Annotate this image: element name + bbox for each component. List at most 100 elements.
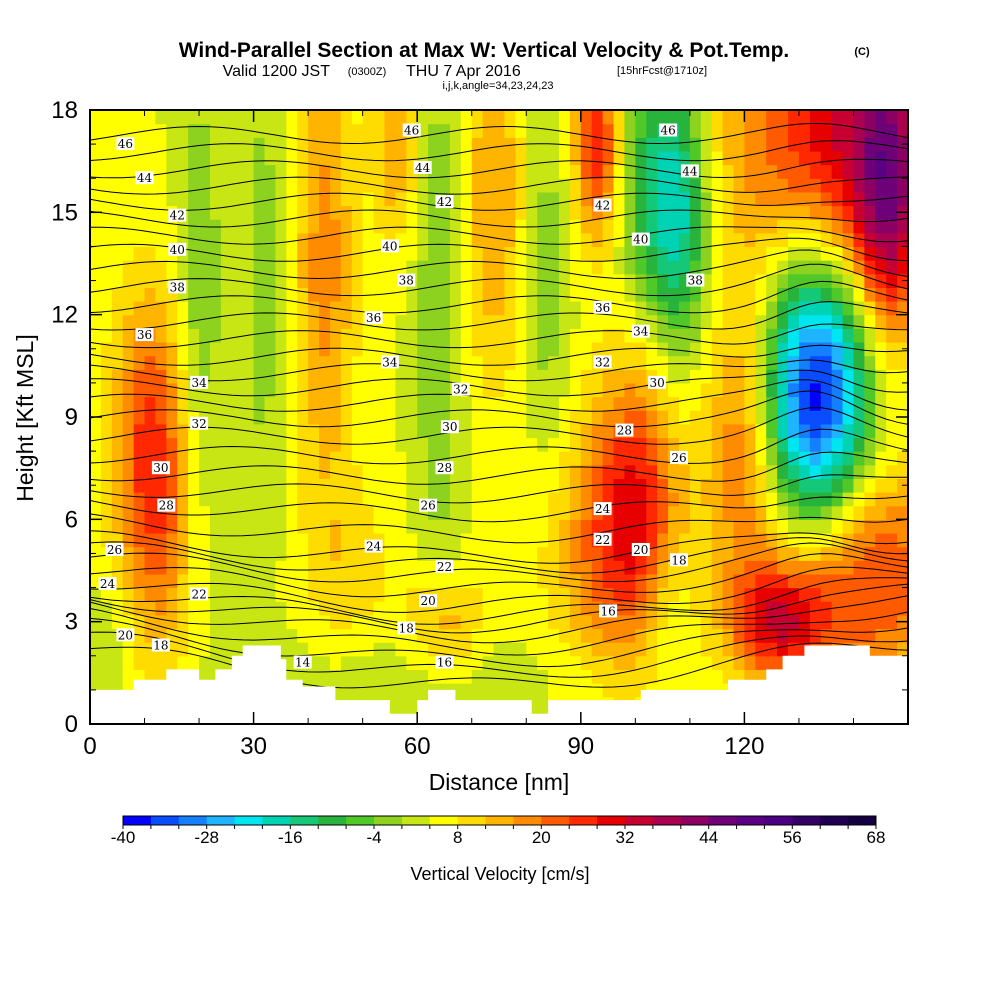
field-cell — [766, 110, 778, 125]
field-cell — [798, 287, 811, 302]
field-cell — [700, 314, 713, 329]
field-cell — [613, 164, 626, 179]
field-cell — [689, 396, 702, 411]
field-cell — [689, 150, 702, 166]
field-cell — [329, 532, 342, 548]
field-cell — [220, 328, 233, 343]
field-cell — [766, 410, 778, 425]
field-cell — [166, 382, 178, 398]
field-cell — [439, 205, 451, 220]
field-cell — [166, 423, 178, 439]
contour-label-bg — [593, 502, 612, 516]
field-cell — [558, 150, 571, 166]
field-cell — [569, 341, 582, 357]
field-cell — [177, 232, 189, 248]
field-cell — [886, 451, 898, 466]
field-cell — [820, 396, 833, 411]
field-cell — [417, 219, 429, 234]
field-cell — [122, 464, 135, 479]
contour-line — [90, 577, 908, 625]
field-cell — [722, 532, 735, 548]
field-cell — [711, 437, 724, 452]
field-cell — [308, 505, 320, 520]
field-cell — [875, 219, 887, 234]
field-cell — [308, 546, 320, 561]
field-cell — [329, 396, 342, 411]
contour-line — [90, 608, 908, 656]
field-cell — [493, 669, 506, 684]
field-cell — [689, 369, 702, 384]
field-cell — [602, 369, 615, 384]
field-cell — [417, 560, 429, 575]
field-cell — [788, 423, 800, 439]
field-cell — [646, 669, 658, 684]
field-cell — [777, 464, 789, 479]
field-cell — [319, 219, 331, 234]
field-cell — [417, 205, 429, 220]
field-cell — [831, 123, 844, 138]
field-cell — [362, 451, 375, 466]
field-cell — [580, 492, 593, 507]
field-cell — [231, 587, 244, 602]
field-cell — [624, 328, 636, 343]
field-cell — [602, 655, 615, 671]
field-cell — [886, 464, 898, 479]
field-cell — [242, 505, 255, 520]
field-cell — [798, 273, 811, 288]
field-cell — [286, 546, 298, 561]
field-cell — [842, 164, 855, 179]
field-cell — [460, 123, 473, 138]
field-cell — [809, 273, 822, 288]
field-cell — [886, 137, 898, 152]
field-cell — [744, 519, 756, 534]
field-cell — [875, 301, 887, 316]
field-cell — [798, 314, 811, 329]
field-cell — [428, 628, 440, 643]
field-cell — [319, 546, 331, 561]
field-cell — [875, 110, 887, 125]
field-cell — [755, 546, 767, 561]
field-cell — [646, 219, 658, 234]
field-cell — [122, 505, 135, 520]
field-cell — [700, 328, 713, 343]
field-cell — [580, 601, 593, 616]
field-cell — [100, 669, 113, 684]
field-cell — [657, 191, 669, 207]
field-cell — [886, 205, 898, 220]
field-cell — [526, 164, 538, 179]
field-cell — [275, 464, 287, 479]
field-cell — [133, 423, 146, 439]
field-cell — [449, 328, 462, 343]
field-cell — [558, 546, 571, 561]
field-cell — [297, 560, 309, 575]
field-cell — [788, 505, 800, 520]
field-cell — [580, 150, 593, 166]
field-cell — [755, 655, 767, 671]
field-cell — [340, 669, 353, 684]
field-cell — [558, 587, 571, 602]
field-cell — [133, 532, 146, 548]
field-cell — [558, 614, 571, 630]
field-cell — [209, 423, 222, 439]
field-cell — [264, 396, 277, 411]
field-cell — [406, 150, 418, 166]
field-cell — [395, 601, 407, 616]
field-cell — [569, 137, 582, 152]
field-cell — [886, 260, 898, 275]
field-cell — [602, 205, 615, 220]
field-cell — [853, 492, 865, 507]
field-cell — [231, 137, 244, 152]
field-cell — [711, 178, 724, 193]
field-cell — [373, 451, 386, 466]
field-cell — [646, 560, 658, 575]
field-cell — [275, 478, 287, 493]
field-cell — [831, 355, 844, 370]
field-cell — [766, 328, 778, 343]
field-cell — [711, 410, 724, 425]
field-cell — [537, 546, 549, 561]
field-cell — [471, 437, 484, 452]
field-cell — [209, 614, 222, 630]
field-cell — [657, 560, 669, 575]
field-cell — [231, 123, 244, 138]
field-cell — [373, 437, 386, 452]
